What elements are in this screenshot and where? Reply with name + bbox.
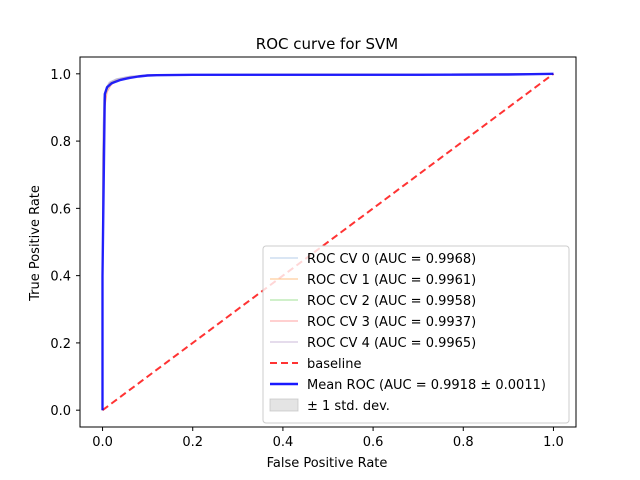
x-tick-label: 1.0	[543, 435, 564, 450]
legend-label: ± 1 std. dev.	[307, 399, 390, 414]
legend-label: ROC CV 2 (AUC = 0.9958)	[307, 294, 476, 309]
y-axis: 0.0 0.2 0.4 0.6 0.8 1.0	[50, 68, 80, 419]
series-line-5	[101, 72, 555, 412]
legend-label: ROC CV 0 (AUC = 0.9968)	[307, 252, 476, 267]
legend: ROC CV 0 (AUC = 0.9968) ROC CV 1 (AUC = 0…	[262, 245, 570, 424]
x-tick-label: 0.8	[453, 435, 474, 450]
y-tick-label: 0.4	[50, 270, 71, 285]
x-tick-label: 0.0	[92, 435, 113, 450]
x-axis-label: False Positive Rate	[267, 456, 388, 471]
legend-label: baseline	[307, 357, 361, 372]
plot-lines	[101, 72, 555, 412]
legend-box	[262, 245, 570, 424]
y-tick-label: 0.0	[50, 404, 71, 419]
x-tick-label: 0.4	[273, 435, 294, 450]
y-tick-label: 1.0	[50, 68, 71, 83]
legend-label: ROC CV 3 (AUC = 0.9937)	[307, 315, 476, 330]
plot-frame	[79, 56, 577, 428]
y-tick-label: 0.2	[50, 337, 71, 352]
y-tick-label: 0.8	[50, 135, 71, 150]
legend-swatch	[269, 398, 299, 412]
legend-label: ROC CV 4 (AUC = 0.9965)	[307, 336, 476, 351]
x-axis: 0.0 0.2 0.4 0.6 0.8 1.0	[92, 427, 564, 450]
y-axis-label: True Positive Rate	[28, 185, 43, 302]
x-tick-label: 0.6	[363, 435, 384, 450]
chart-title: ROC curve for SVM	[256, 35, 398, 53]
y-tick-label: 0.6	[50, 202, 71, 217]
series-line-6	[101, 72, 554, 411]
legend-label: Mean ROC (AUC = 0.9918 ± 0.0011)	[307, 378, 546, 393]
legend-label: ROC CV 1 (AUC = 0.9961)	[307, 273, 476, 288]
x-tick-label: 0.2	[182, 435, 203, 450]
